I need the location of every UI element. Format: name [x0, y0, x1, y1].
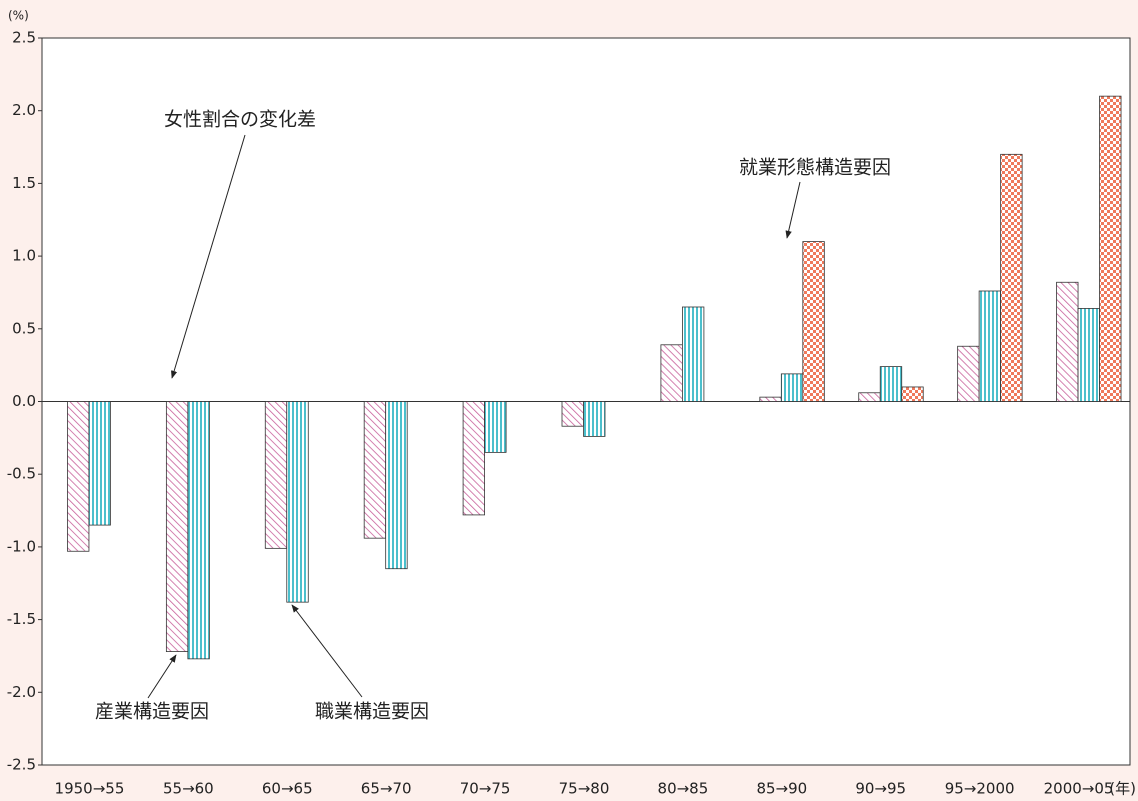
x-tick-label: 95→2000 — [945, 780, 1015, 798]
x-tick-label: 85→90 — [756, 780, 807, 798]
bar — [462, 401, 485, 516]
y-tick-label: 1.0 — [12, 247, 36, 265]
x-tick-label: 65→70 — [361, 780, 412, 798]
y-tick-label: -2.5 — [7, 756, 36, 774]
bar — [264, 401, 288, 549]
bar — [660, 344, 683, 402]
bar — [1077, 308, 1100, 402]
bar — [165, 401, 189, 652]
y-tick-label: -1.5 — [7, 610, 36, 628]
x-tick-label: 75→80 — [559, 780, 610, 798]
y-tick-label: 0.0 — [12, 392, 36, 410]
x-tick-label: 80→85 — [658, 780, 709, 798]
bar — [67, 401, 90, 552]
bar — [484, 401, 507, 453]
x-tick-label: 55→60 — [163, 780, 214, 798]
bar — [286, 401, 309, 603]
bar — [957, 345, 980, 402]
bar — [780, 373, 804, 402]
series-label: 産業構造要因 — [95, 701, 209, 723]
series-label: 職業構造要因 — [315, 701, 429, 723]
y-tick-label: 2.5 — [12, 29, 36, 47]
y-tick-label: 0.5 — [12, 319, 36, 337]
x-tick-label: 60→65 — [262, 780, 313, 798]
bar — [363, 401, 387, 539]
annotation-arrows — [147, 134, 801, 699]
bar — [901, 386, 924, 402]
line-label: 女性割合の変化差 — [164, 109, 316, 131]
x-tick-label: 70→75 — [460, 780, 511, 798]
bar — [88, 401, 111, 526]
y-tick-label: 2.0 — [12, 101, 36, 119]
bar — [802, 241, 825, 402]
x-tick-label: 1950→55 — [55, 780, 125, 798]
bar — [385, 401, 408, 570]
x-unit: (年) — [1109, 780, 1136, 798]
bar — [879, 366, 903, 402]
series-label: 就業形態構造要因 — [739, 157, 891, 179]
bar — [583, 401, 606, 437]
y-tick-label: -2.0 — [7, 683, 36, 701]
y-tick-label: -1.0 — [7, 537, 36, 555]
y-unit: (%) — [8, 9, 29, 23]
bar — [759, 396, 782, 402]
bar — [187, 401, 210, 660]
bar — [1099, 95, 1122, 402]
bar — [858, 392, 881, 402]
x-tick-label: 2000→05 — [1044, 780, 1114, 798]
bar — [561, 401, 584, 427]
y-tick-label: 1.5 — [12, 174, 36, 192]
bar — [1056, 281, 1079, 402]
x-tick-label: 90→95 — [855, 780, 906, 798]
bar — [1000, 153, 1023, 402]
bar — [682, 306, 705, 402]
y-tick-label: -0.5 — [7, 465, 36, 483]
bar — [978, 290, 1002, 402]
